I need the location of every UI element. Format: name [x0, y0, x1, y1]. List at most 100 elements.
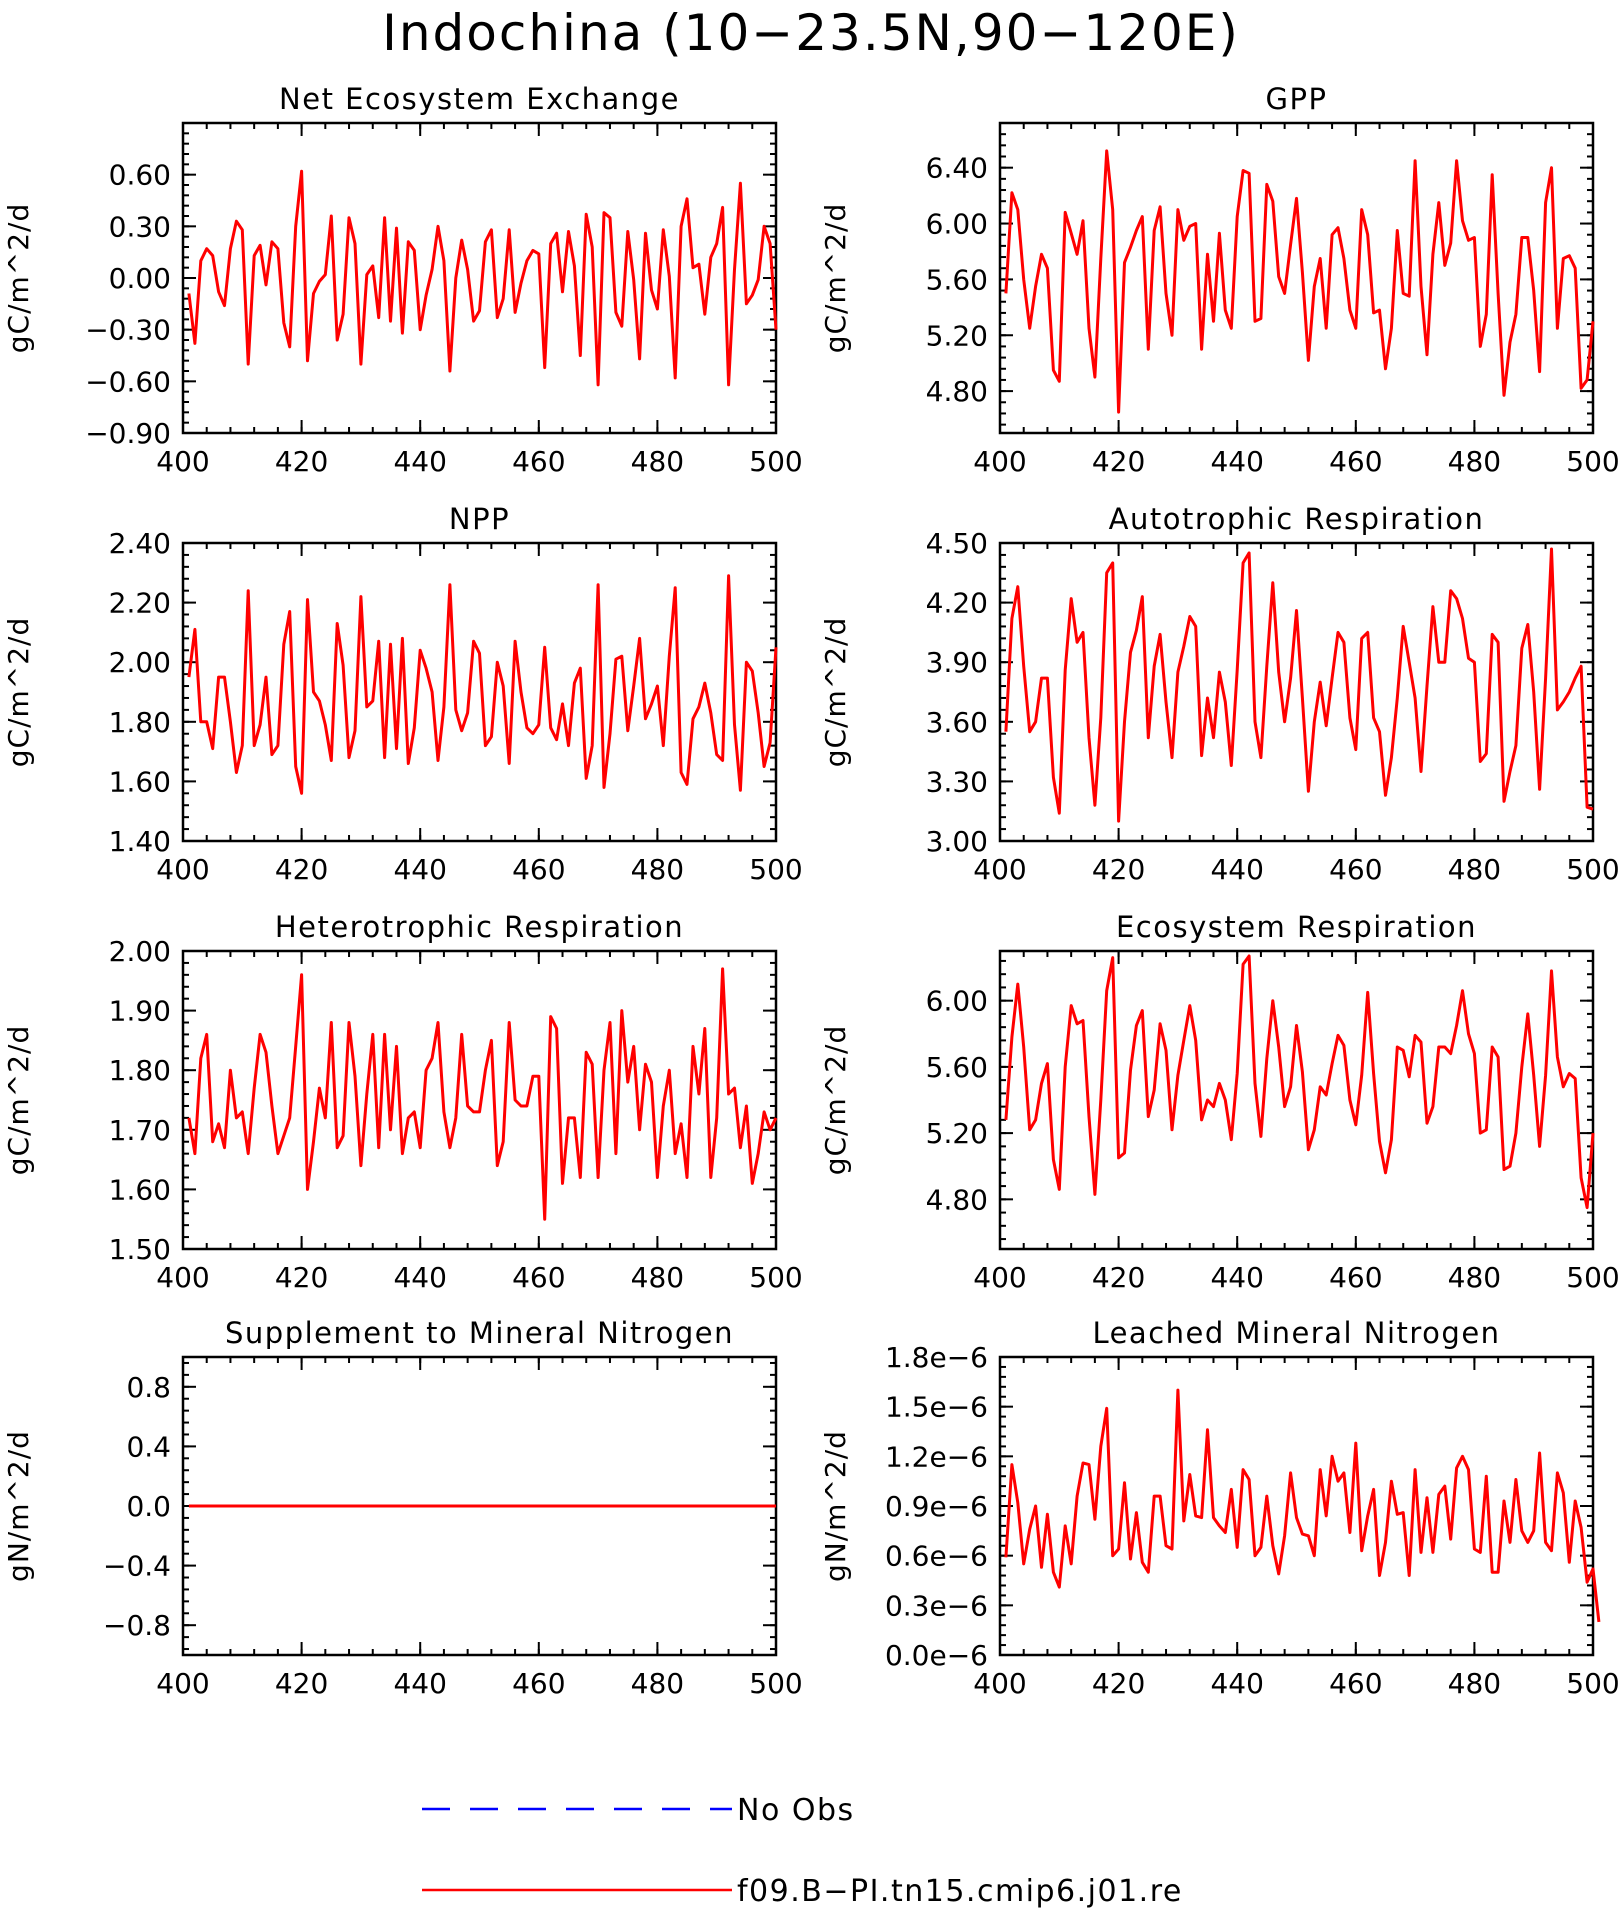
x-tick-label: 500 — [1566, 445, 1619, 478]
legend-label-model-run: f09.B−PI.tn15.cmip6.j01.re — [737, 1874, 1183, 1909]
y-tick-label: 0.8 — [126, 1371, 171, 1404]
y-tick-label: 3.30 — [926, 765, 988, 798]
y-tick-label: 0.30 — [109, 210, 171, 243]
panel-title: Heterotrophic Respiration — [275, 910, 684, 944]
y-tick-label: 0.4 — [126, 1430, 171, 1463]
x-tick-label: 500 — [749, 1667, 802, 1700]
chart-panel-0: 400 420 440 460 480 500 −0.90 −0.60 −0.30 0.00 0.3… — [2, 82, 803, 478]
x-tick-label: 460 — [1329, 1667, 1382, 1700]
y-tick-label: 1.2e−6 — [885, 1440, 988, 1473]
chart-panels: 400 420 440 460 480 500 −0.90 −0.60 −0.30 0.00 0.3… — [2, 82, 1620, 1700]
y-tick-label: 0.6e−6 — [885, 1540, 988, 1573]
y-tick-label: 1.5e−6 — [885, 1391, 988, 1424]
y-tick-label: 5.20 — [926, 1117, 988, 1150]
chart-panel-1: 400 420 440 460 480 500 4.80 5.20 5.60 6.00 6.40 GP… — [819, 82, 1620, 478]
x-tick-label: 460 — [1329, 853, 1382, 886]
y-tick-label: 1.80 — [109, 1054, 171, 1087]
y-tick-label: 6.40 — [926, 152, 988, 185]
y-tick-label: −0.30 — [85, 314, 171, 347]
x-tick-label: 400 — [973, 1667, 1026, 1700]
x-tick-label: 460 — [512, 445, 565, 478]
x-tick-label: 420 — [275, 445, 328, 478]
y-axis-label: gC/m^2/d — [819, 1025, 852, 1176]
y-tick-label: 6.00 — [926, 985, 988, 1018]
y-tick-label: 1.80 — [109, 706, 171, 739]
chart-panel-4: 400 420 440 460 480 500 1.50 1.60 1.70 1.80 1.90 2.… — [2, 910, 803, 1294]
y-tick-label: 2.20 — [109, 587, 171, 620]
panel-title: Supplement to Mineral Nitrogen — [225, 1316, 734, 1350]
y-tick-label: 1.90 — [109, 995, 171, 1028]
series-line — [1004, 1388, 1601, 1623]
chart-panel-7: 400 420 440 460 480 500 0.0e−6 0.3e−6 0.6e−6 0.9e… — [819, 1316, 1620, 1700]
y-axis-label: gC/m^2/d — [819, 617, 852, 768]
y-tick-label: 0.9e−6 — [885, 1490, 988, 1523]
x-tick-label: 440 — [1210, 1261, 1263, 1294]
panel-title: Ecosystem Respiration — [1116, 910, 1477, 944]
y-tick-label: −0.4 — [103, 1550, 171, 1583]
chart-panel-5: 400 420 440 460 480 500 4.80 5.20 5.60 6.00 Ecosys… — [819, 910, 1620, 1294]
y-tick-label: 2.00 — [109, 935, 171, 968]
panel-title: Autotrophic Respiration — [1109, 502, 1485, 536]
x-tick-label: 420 — [275, 1667, 328, 1700]
x-tick-label: 420 — [1092, 1261, 1145, 1294]
x-tick-label: 440 — [1210, 445, 1263, 478]
plot-frame — [181, 949, 778, 1251]
x-tick-label: 400 — [156, 445, 209, 478]
figure-title: Indochina (10−23.5N,90−120E) — [382, 4, 1240, 62]
x-tick-label: 460 — [1329, 1261, 1382, 1294]
y-axis-label: gC/m^2/d — [819, 203, 852, 354]
x-tick-label: 420 — [1092, 1667, 1145, 1700]
panel-title: NPP — [449, 502, 510, 536]
y-axis-label: gN/m^2/d — [819, 1430, 852, 1582]
series-line — [187, 574, 778, 795]
y-tick-label: 3.00 — [926, 825, 988, 858]
x-tick-label: 500 — [1566, 1261, 1619, 1294]
y-axis-label: gC/m^2/d — [2, 203, 35, 354]
y-tick-label: 1.40 — [109, 825, 171, 858]
y-tick-label: 1.60 — [109, 1173, 171, 1206]
x-tick-label: 440 — [1210, 1667, 1263, 1700]
x-tick-label: 420 — [1092, 853, 1145, 886]
y-tick-label: 0.0e−6 — [885, 1639, 988, 1672]
series-line — [1004, 149, 1595, 414]
panel-title: Net Ecosystem Exchange — [279, 82, 680, 116]
x-tick-label: 440 — [393, 1667, 446, 1700]
chart-panel-6: 400 420 440 460 480 500 −0.8 −0.4 0.0 0.4 0.8 Suppl… — [2, 1316, 803, 1700]
x-tick-label: 480 — [631, 1667, 684, 1700]
y-tick-label: 0.3e−6 — [885, 1589, 988, 1622]
y-tick-label: 3.60 — [926, 706, 988, 739]
x-tick-label: 460 — [512, 1667, 565, 1700]
chart-panel-2: 400 420 440 460 480 500 1.40 1.60 1.80 2.00 2.20 2.… — [2, 502, 803, 886]
y-tick-label: 4.80 — [926, 375, 988, 408]
x-tick-label: 500 — [749, 1261, 802, 1294]
x-tick-label: 480 — [1448, 1667, 1501, 1700]
series-line — [1004, 547, 1594, 823]
y-tick-label: 5.60 — [926, 1051, 988, 1084]
x-tick-label: 460 — [1329, 445, 1382, 478]
legend-label-no-obs: No Obs — [737, 1793, 855, 1828]
panel-title: GPP — [1266, 82, 1328, 116]
series-line — [187, 169, 778, 387]
panel-title: Leached Mineral Nitrogen — [1092, 1316, 1500, 1350]
x-tick-label: 460 — [512, 853, 565, 886]
y-tick-label: −0.60 — [85, 365, 171, 398]
x-tick-label: 400 — [973, 1261, 1026, 1294]
x-tick-label: 440 — [393, 445, 446, 478]
y-tick-label: 1.50 — [109, 1233, 171, 1266]
y-axis-label: gN/m^2/d — [2, 1430, 35, 1582]
x-tick-label: 500 — [749, 853, 802, 886]
x-tick-label: 460 — [512, 1261, 565, 1294]
x-tick-label: 400 — [973, 853, 1026, 886]
y-tick-label: −0.8 — [103, 1609, 171, 1642]
x-tick-label: 480 — [1448, 445, 1501, 478]
x-tick-label: 400 — [156, 1667, 209, 1700]
legend: No Obs f09.B−PI.tn15.cmip6.j01.re — [422, 1793, 1183, 1909]
x-tick-label: 480 — [631, 445, 684, 478]
x-tick-label: 440 — [393, 1261, 446, 1294]
x-tick-label: 500 — [749, 445, 802, 478]
plot-frame — [181, 121, 778, 435]
x-tick-label: 400 — [973, 445, 1026, 478]
plot-frame — [998, 949, 1595, 1251]
chart-panel-3: 400 420 440 460 480 500 3.00 3.30 3.60 3.90 4.20 4.… — [819, 502, 1620, 886]
